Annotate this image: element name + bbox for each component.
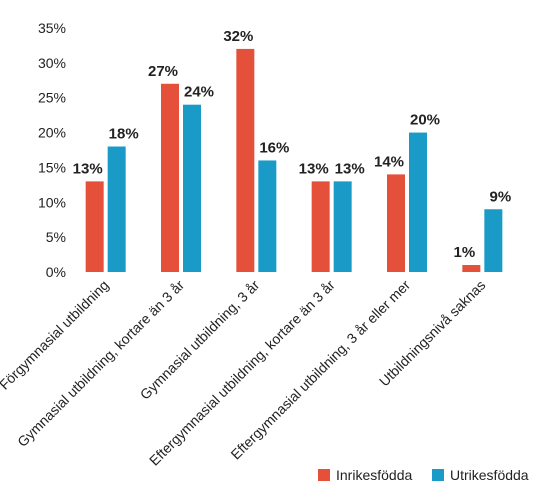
y-tick-label: 20% bbox=[38, 125, 66, 141]
y-tick-label: 25% bbox=[38, 90, 66, 106]
data-labels: 13% 18% 27% 24% 32% 16% 13% 13% 14% 20% 1% 9% bbox=[73, 28, 512, 261]
data-label: 24% bbox=[184, 84, 214, 101]
data-label: 13% bbox=[299, 160, 329, 177]
y-tick-label: 5% bbox=[46, 229, 66, 245]
bar-utrikesfodda bbox=[484, 209, 503, 272]
data-label: 27% bbox=[148, 63, 178, 80]
legend-swatch bbox=[318, 469, 330, 481]
y-axis: 0% 5% 10% 15% 20% 25% 30% 35% bbox=[38, 20, 66, 280]
legend-label: Inrikesfödda bbox=[336, 467, 412, 483]
bar-utrikesfodda bbox=[333, 181, 352, 272]
legend-label: Utrikesfödda bbox=[450, 467, 529, 483]
data-label: 13% bbox=[335, 160, 365, 177]
bar-utrikesfodda bbox=[183, 104, 201, 272]
y-tick-label: 15% bbox=[38, 159, 66, 175]
bar-utrikesfodda bbox=[107, 146, 126, 272]
y-tick-label: 0% bbox=[46, 264, 66, 280]
y-tick-label: 35% bbox=[38, 20, 66, 36]
x-category-label: Gymnasial utbildning, 3 år bbox=[137, 277, 263, 403]
data-label: 14% bbox=[374, 153, 404, 170]
bars bbox=[85, 48, 503, 273]
data-label: 32% bbox=[223, 28, 253, 45]
bar-inrikesfodda bbox=[161, 83, 179, 273]
bar-inrikesfodda bbox=[462, 265, 481, 272]
data-label: 20% bbox=[410, 112, 440, 129]
bar-utrikesfodda bbox=[258, 160, 277, 272]
data-label: 1% bbox=[453, 244, 475, 261]
data-label: 9% bbox=[489, 188, 511, 205]
x-category-label: Gymnasial utbildning, kortare än 3 år bbox=[14, 277, 187, 450]
bar-utrikesfodda bbox=[409, 132, 427, 272]
bar-inrikesfodda bbox=[236, 48, 255, 272]
y-tick-label: 10% bbox=[38, 194, 66, 210]
data-label: 16% bbox=[259, 139, 289, 156]
data-label: 13% bbox=[73, 160, 103, 177]
bar-inrikesfodda bbox=[85, 181, 104, 272]
legend: Inrikesfödda Utrikesfödda bbox=[318, 467, 529, 483]
bar-inrikesfodda bbox=[387, 174, 405, 272]
y-tick-label: 30% bbox=[38, 55, 66, 71]
bar-inrikesfodda bbox=[311, 181, 330, 272]
legend-swatch bbox=[432, 469, 444, 481]
data-label: 18% bbox=[109, 126, 139, 143]
